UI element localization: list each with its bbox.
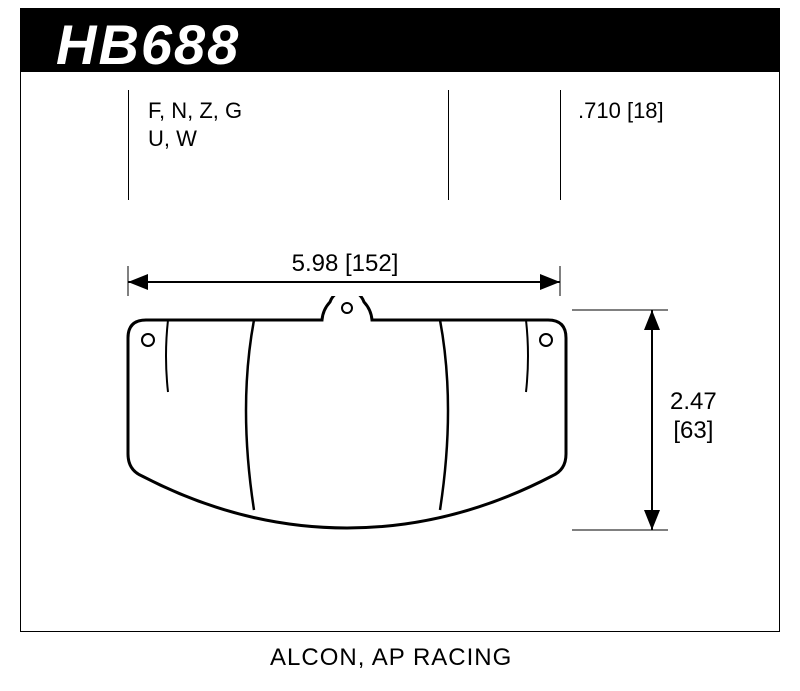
height-dimension-label: 2.47 [63] [670,388,717,446]
brake-pad-outline [122,296,572,540]
height-imperial: 2.47 [670,388,717,417]
height-metric: [63] [670,417,717,446]
application-label: ALCON, AP RACING [270,644,512,672]
page-root: HB688 F, N, Z, G U, W .710 [18] 5.98 [15… [0,0,800,691]
